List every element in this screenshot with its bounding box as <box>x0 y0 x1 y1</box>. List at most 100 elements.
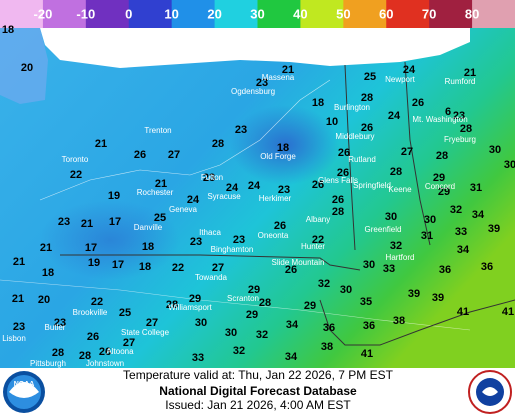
place-name: Ogdensburg <box>231 87 275 96</box>
temperature: 21 <box>12 293 24 305</box>
color-tick-label: 50 <box>336 6 350 21</box>
temperature: 19 <box>108 190 120 202</box>
temperature: 30 <box>363 259 375 271</box>
temperature: 20 <box>38 294 50 306</box>
noaa-logo: NOAA <box>3 371 45 413</box>
place-name: Altoona <box>106 347 134 356</box>
temperature: 30 <box>504 159 515 171</box>
nws-logo <box>468 370 512 414</box>
place-name: Geneva <box>169 205 198 214</box>
color-swatch <box>386 0 430 28</box>
temperature: 22 <box>70 169 82 181</box>
temperature: 26 <box>274 220 286 232</box>
temperature: 36 <box>363 320 375 332</box>
temperature: 34 <box>286 319 299 331</box>
temperature: 29 <box>438 186 450 198</box>
temperature: 33 <box>383 263 395 275</box>
temperature: 32 <box>256 329 268 341</box>
color-swatch <box>343 0 387 28</box>
temperature: 26 <box>361 122 373 134</box>
temperature: 25 <box>154 212 166 224</box>
temperature: 27 <box>168 149 180 161</box>
place-name: Fulton <box>201 173 223 182</box>
temperature: 26 <box>87 331 99 343</box>
temperature: 23 <box>190 236 202 248</box>
color-tick-label: -20 <box>34 6 53 21</box>
temperature: 19 <box>88 257 100 269</box>
temperature: 28 <box>212 138 224 150</box>
place-name: Williamsport <box>168 303 212 312</box>
temperature: 29 <box>304 300 316 312</box>
temperature: 21 <box>95 138 107 150</box>
temperature: 30 <box>225 327 237 339</box>
temperature: 23 <box>13 321 25 333</box>
temperature: 30 <box>195 317 207 329</box>
place-name: Rumford <box>445 77 476 86</box>
temperature: 33 <box>192 352 204 364</box>
temperature: 38 <box>321 341 333 353</box>
color-tick-label: 0 <box>125 6 132 21</box>
valid-time: Temperature valid at: Thu, Jan 22 2026, … <box>123 368 394 382</box>
color-tick-label: 30 <box>250 6 264 21</box>
place-name: Butler <box>45 323 66 332</box>
temperature: 28 <box>390 166 402 178</box>
temperature: 28 <box>79 350 91 362</box>
color-tick-label: 10 <box>164 6 178 21</box>
place-name: Greenfield <box>365 225 402 234</box>
temperature: 39 <box>432 292 444 304</box>
temperature: 26 <box>99 346 111 358</box>
place-name: Binghamton <box>211 245 254 254</box>
temperature: 23 <box>235 124 247 136</box>
temperature: 25 <box>119 307 131 319</box>
color-scale: -20 -10 0 10 20 30 40 50 60 70 80 <box>0 0 515 28</box>
footer-title: National Digital Forecast Database <box>159 384 357 398</box>
place-name: Trenton <box>144 126 171 135</box>
temperature: 17 <box>85 242 97 254</box>
temperature: 24 <box>248 180 261 192</box>
place-name: Springfield <box>353 181 391 190</box>
temperature: 6 <box>445 106 451 118</box>
temperature: 29 <box>189 293 201 305</box>
temperature: 26 <box>332 194 344 206</box>
temperature: 17 <box>112 259 124 271</box>
color-swatch <box>171 0 216 28</box>
temperature: 21 <box>155 178 167 190</box>
color-swatch <box>85 0 130 28</box>
temperature: 36 <box>323 322 335 334</box>
temperature: 38 <box>393 315 405 327</box>
temperature: 29 <box>433 172 445 184</box>
place-name: Slide Mountain <box>272 258 325 267</box>
color-swatch <box>214 0 258 28</box>
temperature: 17 <box>109 216 121 228</box>
color-swatch <box>128 0 173 28</box>
place-name: Hartford <box>386 253 415 262</box>
place-name: Albany <box>306 215 330 224</box>
temperature: 20 <box>21 62 33 74</box>
temperature: 18 <box>42 267 54 279</box>
place-labels: Massena Ogdensburg Trenton Toronto Rochester… <box>2 73 476 368</box>
temperature: 39 <box>488 223 500 235</box>
place-name: Lisbon <box>2 334 26 343</box>
temperature: 27 <box>212 262 224 274</box>
place-name: State College <box>121 328 170 337</box>
place-name: Rutland <box>348 155 376 164</box>
place-name: Concord <box>425 182 455 191</box>
place-name: Newport <box>385 75 416 84</box>
map <box>0 28 515 368</box>
temperature: 24 <box>226 182 239 194</box>
temperature: 28 <box>460 123 472 135</box>
temperature: 41 <box>361 348 373 360</box>
temperature: 18 <box>142 241 154 253</box>
temperature: 18 <box>139 261 151 273</box>
temperature: 21 <box>282 64 294 76</box>
temperature: 26 <box>312 179 324 191</box>
temperature: 29 <box>246 309 258 321</box>
temperature: 30 <box>489 144 501 156</box>
temperature: 21 <box>40 242 52 254</box>
temperature: 18 <box>277 142 289 154</box>
temperature: 32 <box>450 204 462 216</box>
temperature: 36 <box>439 264 451 276</box>
temperature: 23 <box>54 317 66 329</box>
temperature: 28 <box>166 299 178 311</box>
